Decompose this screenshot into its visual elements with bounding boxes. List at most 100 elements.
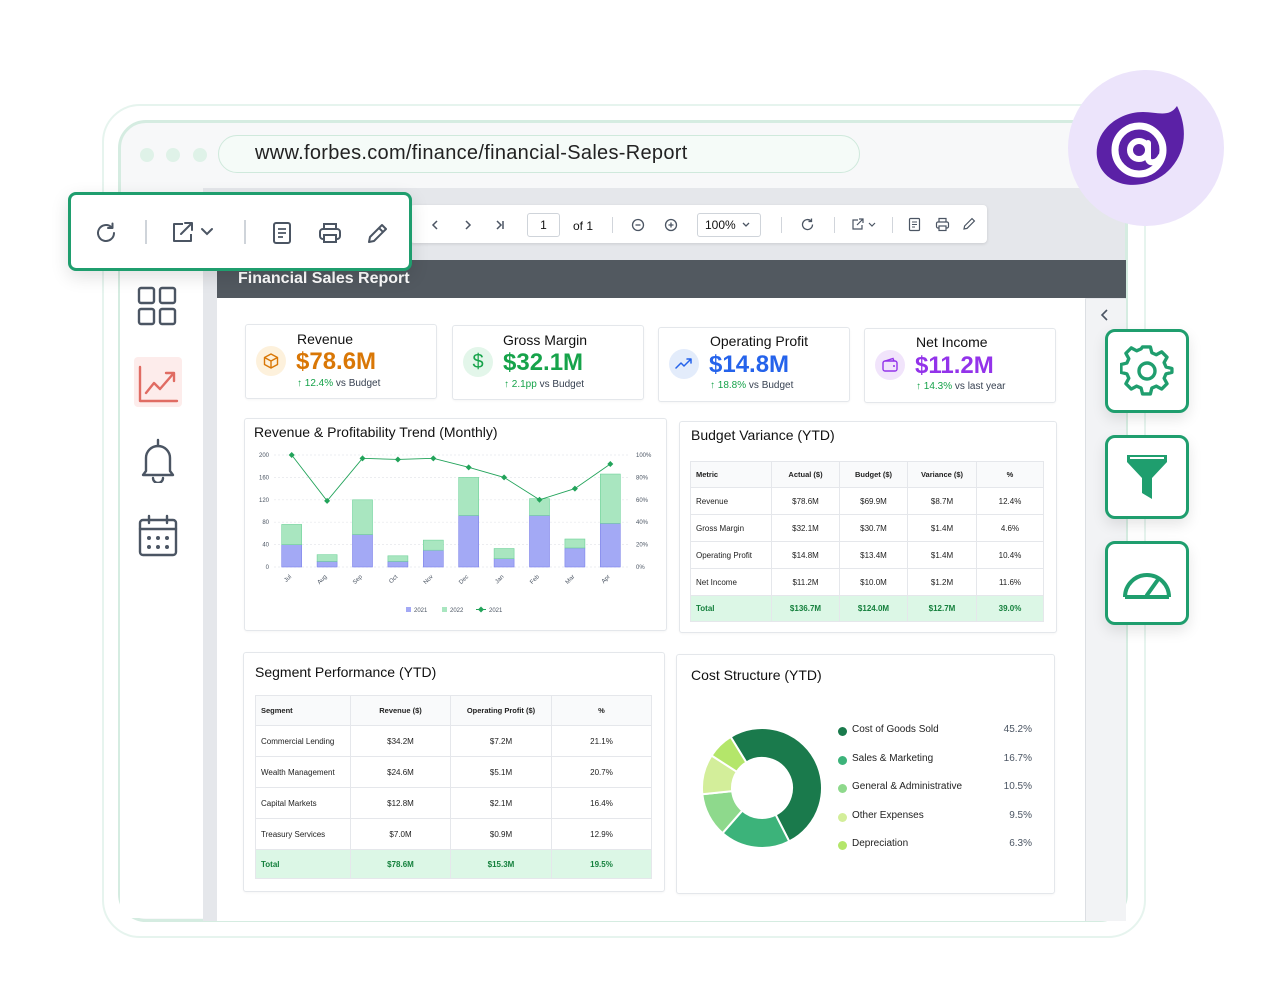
- table-cell: $78.6M: [350, 849, 451, 879]
- refresh-icon[interactable]: [800, 217, 815, 232]
- table-cell: $32.1M: [771, 514, 840, 542]
- bell-icon[interactable]: [138, 437, 178, 483]
- bar: [599, 473, 621, 524]
- kpi-label: Gross Margin: [503, 332, 588, 348]
- bar: [564, 547, 586, 568]
- bar: [352, 534, 373, 568]
- legend-swatch: [838, 812, 847, 822]
- line-point: [324, 497, 331, 504]
- grid-icon[interactable]: [137, 286, 179, 328]
- kpi-value: $78.6M: [296, 348, 377, 375]
- filter-button[interactable]: [1105, 435, 1189, 519]
- export-icon[interactable]: [850, 217, 880, 232]
- table-cell: $10.0M: [839, 568, 908, 596]
- export-icon[interactable]: [171, 220, 217, 246]
- document-icon[interactable]: [908, 217, 921, 232]
- refresh-icon[interactable]: [94, 221, 118, 245]
- bar: [529, 515, 550, 568]
- column-header: Variance ($): [907, 461, 977, 488]
- column-header: Actual ($): [771, 461, 840, 488]
- x-tick-label: Jul: [283, 574, 293, 584]
- table-cell: 10.4%: [976, 541, 1044, 569]
- table-cell: Commercial Lending: [255, 725, 351, 757]
- bar: [281, 544, 303, 568]
- budget-table: Metric Actual ($) Budget ($) Variance ($…: [690, 461, 1044, 622]
- window-dot-close[interactable]: [140, 148, 154, 162]
- zoom-in-icon[interactable]: [664, 218, 678, 232]
- table-cell: $78.6M: [771, 487, 840, 515]
- legend-label: Cost of Goods Sold: [852, 724, 939, 735]
- page-number-input[interactable]: 1: [527, 213, 560, 237]
- table-cell: 21.1%: [551, 725, 652, 757]
- donut-slice: [710, 735, 748, 774]
- table-cell: Net Income: [690, 568, 772, 596]
- bar: [352, 499, 373, 535]
- gear-icon: [1120, 345, 1174, 396]
- legend-label: Depreciation: [852, 838, 909, 850]
- window-dot-minimize[interactable]: [166, 148, 180, 162]
- window-dot-maximize[interactable]: [193, 148, 207, 162]
- table-header-row: Metric Actual ($) Budget ($) Variance ($…: [690, 461, 1044, 488]
- legend-label: General & Administrative: [852, 781, 963, 793]
- legend-pct: 10.5%: [1003, 781, 1032, 793]
- calendar-icon[interactable]: [137, 514, 179, 558]
- filter-icon: [1127, 455, 1167, 499]
- table-cell: Capital Markets: [255, 787, 351, 819]
- last-page-icon[interactable]: [494, 219, 506, 231]
- y2-tick-label: 0%: [636, 565, 645, 571]
- y-tick-label: 120: [259, 498, 270, 504]
- chevron-left-icon[interactable]: [1099, 308, 1111, 322]
- table-cell: $1.4M: [907, 541, 977, 569]
- edit-icon[interactable]: [366, 221, 390, 245]
- line-point: [536, 496, 543, 503]
- table-row: Revenue $78.6M $69.9M $8.7M 12.4%: [690, 487, 1044, 515]
- bar: [387, 555, 409, 562]
- bar: [493, 548, 515, 559]
- table-total-row: Total $78.6M $15.3M 19.5%: [255, 849, 652, 879]
- kpi-delta: ↑ 14.3% vs last year: [916, 381, 1006, 392]
- y-tick-label: 0: [266, 565, 270, 571]
- line-point: [430, 455, 437, 462]
- bar: [281, 524, 303, 545]
- wallet-icon: [875, 350, 905, 380]
- address-bar-url: www.forbes.com/finance/financial-Sales-R…: [255, 142, 688, 164]
- edit-icon[interactable]: [962, 217, 976, 231]
- bar: [316, 554, 338, 562]
- zoom-out-icon[interactable]: [631, 218, 645, 232]
- print-icon[interactable]: [935, 217, 950, 232]
- next-page-icon[interactable]: [463, 219, 473, 231]
- legend-label: 2021: [414, 608, 428, 614]
- kpi-label: Net Income: [916, 334, 988, 350]
- legend-item: General & Administrative 10.5%: [836, 781, 1032, 810]
- table-row: Net Income $11.2M $10.0M $1.2M 11.6%: [690, 568, 1044, 596]
- legend-swatch: [838, 755, 847, 765]
- table-cell: $24.6M: [350, 756, 451, 788]
- column-header: Segment: [255, 695, 351, 726]
- table-row: Wealth Management $24.6M $5.1M 20.7%: [255, 756, 652, 788]
- zoom-select[interactable]: 100%: [697, 213, 761, 237]
- table-header-row: Segment Revenue ($) Operating Profit ($)…: [255, 695, 652, 726]
- table-cell: $1.2M: [907, 568, 977, 596]
- kpi-value: $11.2M: [915, 352, 994, 379]
- toolbar-divider: [834, 217, 835, 233]
- previous-page-icon[interactable]: [430, 219, 440, 231]
- x-tick-label: Jan: [494, 574, 505, 585]
- document-icon[interactable]: [271, 221, 293, 245]
- legend-item: Sales & Marketing 16.7%: [836, 753, 1032, 782]
- table-cell: Total: [690, 595, 772, 622]
- series-line: [291, 454, 611, 502]
- trend-panel: [244, 418, 667, 631]
- line-point: [288, 452, 295, 458]
- table-cell: $30.7M: [839, 514, 908, 542]
- kpi-label: Operating Profit: [710, 333, 809, 349]
- bar: [423, 549, 444, 568]
- floating-toolbar: [68, 192, 412, 271]
- settings-button[interactable]: [1105, 329, 1189, 413]
- legend-swatch: [838, 727, 847, 736]
- print-icon[interactable]: [318, 221, 342, 245]
- line-point: [359, 455, 366, 462]
- table-row: Commercial Lending $34.2M $7.2M 21.1%: [255, 725, 652, 757]
- address-bar[interactable]: [218, 135, 860, 173]
- table-cell: $136.7M: [771, 595, 840, 622]
- dashboard-button[interactable]: [1105, 541, 1189, 625]
